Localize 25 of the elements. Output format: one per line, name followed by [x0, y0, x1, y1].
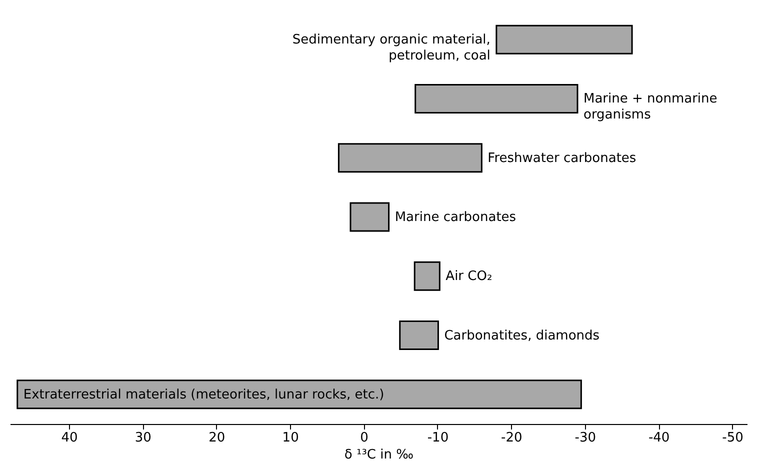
x-tick-label: -20	[501, 430, 522, 446]
x-tick-label: -40	[648, 430, 670, 446]
bar	[350, 202, 390, 232]
y-tick-label: Freshwater carbonates	[488, 150, 636, 166]
x-axis-title: δ ¹³C in ‰	[344, 448, 414, 462]
y-tick-label: Extraterrestrial materials (meteorites, lunar rocks, etc.)	[23, 387, 384, 402]
bar	[414, 261, 440, 291]
x-tick-label: -30	[574, 430, 596, 446]
bar	[338, 143, 482, 173]
bar	[496, 24, 633, 54]
x-tick-label: 0	[360, 430, 368, 446]
x-tick-label: 20	[208, 430, 226, 446]
y-tick-label: Marine + nonmarine organisms	[583, 92, 718, 123]
x-tick-label: -10	[427, 430, 449, 446]
x-tick-label: 30	[134, 430, 152, 446]
y-tick-label: Air CO₂	[446, 269, 492, 284]
y-tick-label: Sedimentary organic material, petroleum, coal	[292, 32, 490, 64]
bar	[399, 320, 439, 350]
bar	[16, 380, 582, 410]
x-tick-label: -50	[722, 430, 744, 446]
x-tick-label: 10	[282, 430, 299, 446]
y-tick-label: Marine carbonates	[394, 210, 516, 225]
y-tick-label: Carbonatites, diamonds	[444, 328, 600, 344]
x-tick-label: 40	[61, 430, 78, 446]
bar	[414, 84, 578, 114]
